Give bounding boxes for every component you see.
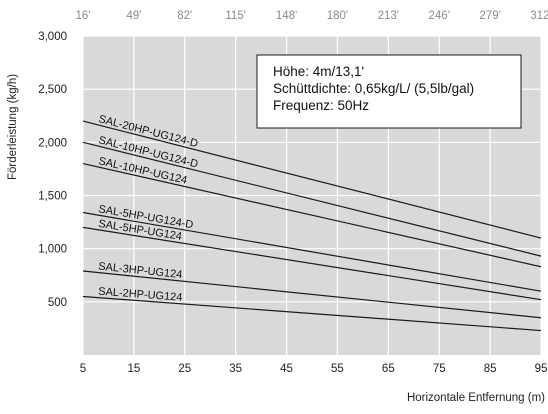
- y-axis-title: Förderleistung (kg/h): [7, 74, 19, 180]
- y-tick-label: 3,000: [38, 31, 67, 43]
- series-line: [82, 120, 542, 239]
- series-lines: [82, 120, 542, 332]
- x-tick-label: 25: [178, 363, 191, 375]
- secondary-x-tick-label: 213': [378, 10, 399, 22]
- secondary-x-tick-label: 180': [327, 10, 348, 22]
- secondary-x-tick-label: 246': [429, 10, 450, 22]
- x-tick-label: 65: [382, 363, 395, 375]
- x-tick-label: 85: [484, 363, 497, 375]
- x-tick-labels: 5 15 25 35 45 55 65 75 85 95: [80, 363, 548, 375]
- secondary-x-tick-label: 115': [225, 10, 246, 22]
- secondary-x-tick-label: 279': [479, 10, 500, 22]
- series-line: [82, 141, 542, 257]
- info-box: Höhe: 4m/13,1' Schüttdichte: 0,65kg/L/ (…: [256, 54, 522, 129]
- secondary-x-tick-label: 148': [276, 10, 297, 22]
- x-tick-label: 75: [433, 363, 446, 375]
- x-tick-label: 45: [280, 363, 293, 375]
- x-tick-label: 5: [80, 363, 86, 375]
- secondary-x-tick-label: 312': [530, 10, 548, 22]
- x-tick-label: 95: [535, 363, 548, 375]
- y-tick-labels: 500 1,000 1,500 2,000 2,500 3,000: [38, 31, 67, 309]
- x-tick-label: 15: [127, 363, 140, 375]
- series-line: [82, 163, 542, 268]
- series-line: [82, 295, 542, 332]
- secondary-x-tick-labels: 16' 49' 82' 115' 148' 180' 213' 246' 279' 312': [76, 10, 548, 22]
- info-line-height: Höhe: 4m/13,1': [273, 64, 364, 79]
- y-tick-label: 500: [48, 297, 67, 309]
- y-tick-label: 2,500: [38, 84, 67, 96]
- secondary-x-tick-label: 16': [76, 10, 91, 22]
- info-box-frame: [256, 54, 522, 129]
- secondary-x-tick-label: 82': [177, 10, 192, 22]
- x-tick-label: 35: [229, 363, 242, 375]
- y-tick-label: 2,000: [38, 137, 67, 149]
- series-line: [82, 211, 542, 292]
- y-tick-label: 1,500: [38, 191, 67, 203]
- series-line: [82, 270, 542, 319]
- x-axis-title: Horizontale Entfernung (m): [407, 392, 545, 404]
- info-line-density: Schüttdichte: 0,65kg/L/ (5,5lb/gal): [273, 81, 474, 96]
- info-line-frequency: Frequenz: 50Hz: [273, 98, 369, 113]
- y-tick-label: 1,000: [38, 244, 67, 256]
- x-tick-label: 55: [331, 363, 344, 375]
- secondary-x-tick-label: 49': [126, 10, 141, 22]
- series-line: [82, 226, 542, 301]
